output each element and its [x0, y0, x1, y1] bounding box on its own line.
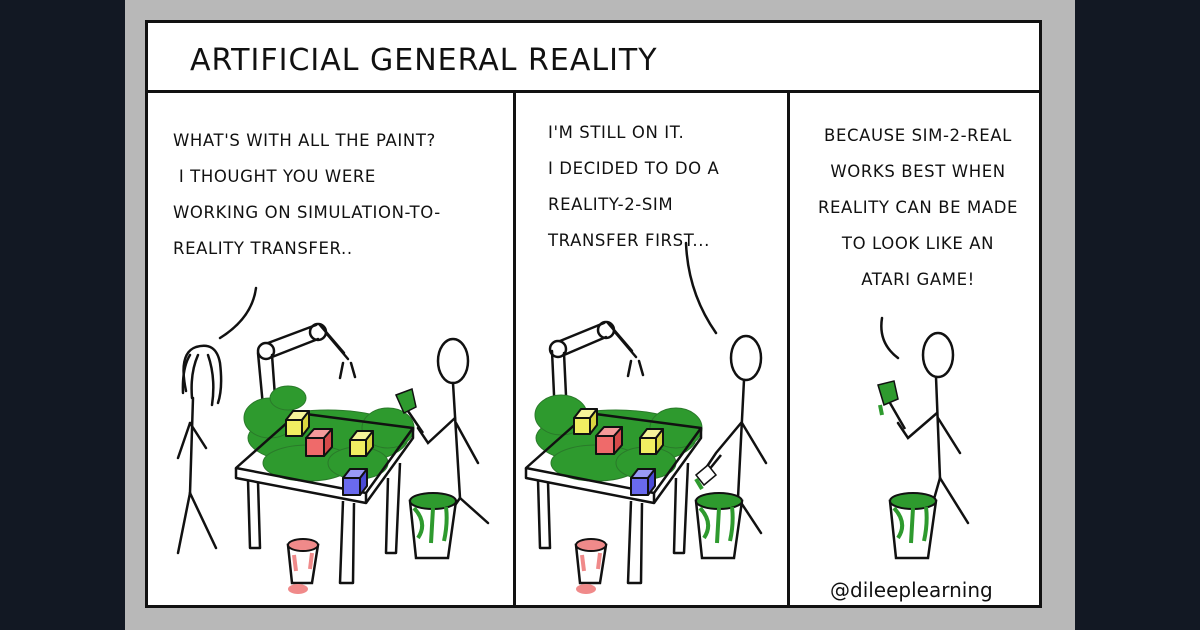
blue-cube [342, 468, 368, 496]
yellow-cube-2 [349, 430, 374, 457]
man-figure [896, 331, 970, 525]
panel-3: BECAUSE SIM-2-REAL WORKS BEST WHEN REALI… [787, 93, 1042, 608]
speech-tail [880, 316, 900, 360]
blue-cube [630, 468, 656, 496]
green-paint-bucket [888, 492, 938, 560]
right-margin [1075, 0, 1200, 630]
green-paint-bucket [694, 492, 744, 560]
woman-figure [176, 344, 223, 555]
pink-paint-bucket [286, 538, 320, 594]
yellow-cube-1 [573, 408, 598, 435]
author-credit: @dileeplearning [830, 578, 993, 602]
paintbrush-icon [394, 387, 425, 434]
left-margin [0, 0, 125, 630]
red-cube [595, 426, 623, 455]
panel-3-dialog: BECAUSE SIM-2-REAL WORKS BEST WHEN REALI… [817, 126, 1019, 289]
paintbrush-icon [694, 454, 722, 491]
title-bar: ARTIFICIAL GENERAL REALITY [148, 23, 1039, 93]
table [234, 411, 415, 585]
panel-2: I'M STILL ON IT. I DECIDED TO DO A REALI… [513, 93, 787, 608]
yellow-cube-2 [639, 428, 664, 455]
pink-paint-bucket [574, 538, 608, 594]
comic-title: ARTIFICIAL GENERAL REALITY [190, 43, 658, 78]
comic-strip: ARTIFICIAL GENERAL REALITY WHAT'S WITH A… [145, 20, 1042, 608]
table [524, 411, 703, 585]
yellow-cube-1 [285, 410, 310, 437]
paintbrush-icon [877, 380, 907, 430]
panel-2-dialog: I'M STILL ON IT. I DECIDED TO DO A REALI… [548, 123, 720, 250]
panel-1-dialog: WHAT'S WITH ALL THE PAINT? I THOUGHT YOU… [173, 131, 441, 258]
green-paint-bucket [408, 492, 458, 560]
speech-tail [218, 286, 258, 340]
panel-3-illustration [877, 316, 970, 560]
speech-tail [684, 241, 718, 335]
red-cube [305, 428, 333, 457]
panel-1-illustration [176, 286, 490, 594]
panel-2-illustration [524, 241, 768, 594]
panel-1: WHAT'S WITH ALL THE PAINT? I THOUGHT YOU… [148, 93, 513, 608]
